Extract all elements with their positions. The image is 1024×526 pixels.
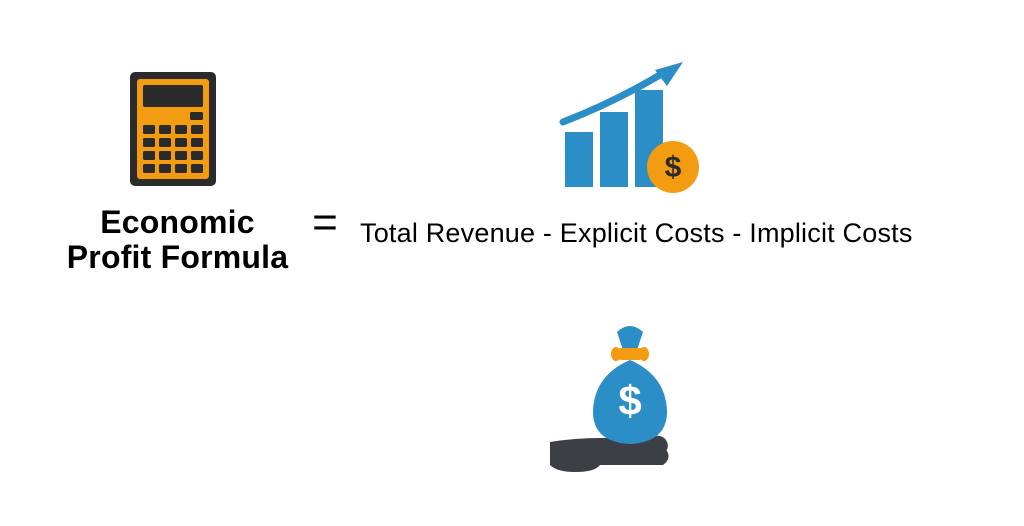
title-line2: Profit Formula <box>60 240 295 275</box>
infographic-stage: $ Economic Profit Formula = Total Revenu… <box>0 0 1024 526</box>
formula-text: Total Revenue - Explicit Costs - Implici… <box>360 218 913 249</box>
money-bag-icon: $ <box>545 320 715 480</box>
dollar-symbol: $ <box>665 151 682 184</box>
title-line1: Economic <box>60 205 295 240</box>
dollar-symbol: $ <box>618 377 641 424</box>
growth-chart-icon: $ <box>555 62 725 197</box>
equals-sign: = <box>300 198 350 248</box>
calculator-icon <box>128 70 218 188</box>
formula-title: Economic Profit Formula <box>60 205 295 274</box>
